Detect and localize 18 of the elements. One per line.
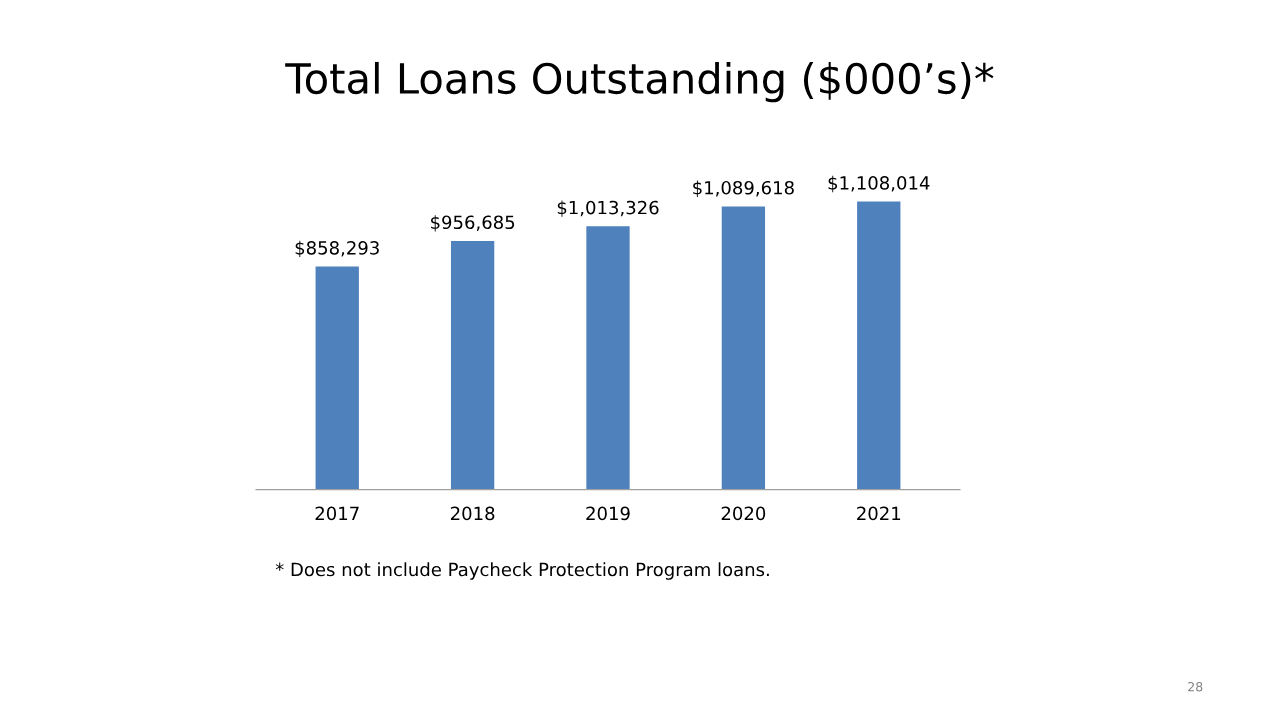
bar bbox=[857, 201, 901, 490]
text: * Does not include Paycheck Protection Program loans. bbox=[275, 562, 769, 580]
x-tick-label: 2018 bbox=[450, 506, 495, 521]
bar bbox=[586, 226, 630, 490]
data-label: $956,685 bbox=[431, 215, 515, 232]
data-label: $1,108,014 bbox=[828, 175, 930, 193]
x-tick-label: 2020 bbox=[721, 506, 766, 521]
bar bbox=[315, 266, 359, 490]
chart-title: Total Loans Outstanding ($000’s)* bbox=[285, 61, 994, 103]
x-tick-label: 2017 bbox=[315, 506, 359, 521]
x-tick-label: 2021 bbox=[857, 506, 901, 521]
x-tick-label: 2019 bbox=[586, 506, 630, 521]
data-label: $1,013,326 bbox=[557, 200, 659, 217]
data-label: $858,293 bbox=[295, 240, 379, 258]
bar bbox=[450, 240, 495, 490]
data-label: $1,089,618 bbox=[693, 180, 794, 197]
bar bbox=[721, 206, 766, 490]
text: 28 bbox=[1188, 681, 1203, 692]
